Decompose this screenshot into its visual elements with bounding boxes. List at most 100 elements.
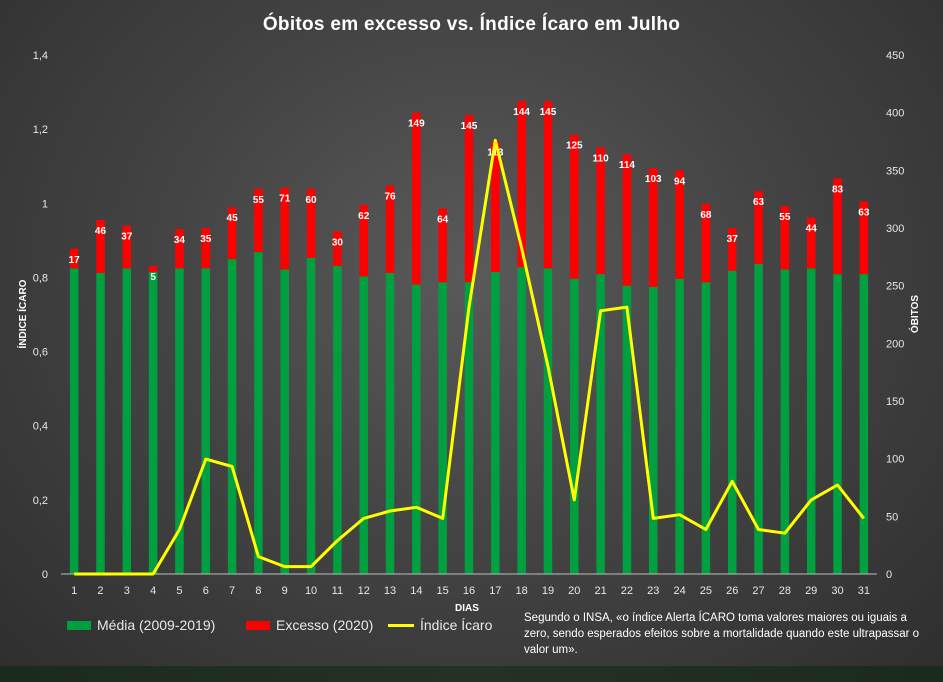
bar-excesso-day-11 xyxy=(333,231,342,267)
bar-excesso-day-3 xyxy=(122,225,132,269)
x-tick-label: 1 xyxy=(71,585,77,597)
x-tick-label: 9 xyxy=(282,585,288,597)
bar-excesso-day-26 xyxy=(727,228,737,271)
bar-media-day-12 xyxy=(359,276,368,574)
bar-media-day-18 xyxy=(517,267,526,574)
data-label-day-14: 149 xyxy=(408,119,425,130)
legend-label-media: Média (2009-2019) xyxy=(97,617,216,633)
legend-label-excesso: Excesso (2020) xyxy=(276,617,374,633)
data-label-day-20: 125 xyxy=(566,141,583,152)
x-tick-label: 24 xyxy=(673,585,685,597)
bar-media-day-25 xyxy=(701,282,711,574)
bar-media-day-26 xyxy=(727,270,737,574)
data-label-day-18: 144 xyxy=(513,107,530,118)
bar-media-day-10 xyxy=(306,257,316,574)
y2-tick-label: 150 xyxy=(886,396,904,408)
x-tick-label: 30 xyxy=(831,585,843,597)
legend-item-icaro: Índice Ícaro xyxy=(388,617,492,633)
legend-swatch-icaro xyxy=(388,623,414,627)
bar-excesso-day-23 xyxy=(649,168,658,287)
data-label-day-3: 37 xyxy=(121,232,133,243)
bar-media-day-2 xyxy=(96,272,105,574)
bar-excesso-day-31 xyxy=(859,201,869,275)
bar-media-day-22 xyxy=(622,285,632,574)
data-label-day-25: 68 xyxy=(700,210,712,221)
data-label-day-7: 45 xyxy=(227,213,239,224)
data-label-day-9: 71 xyxy=(279,194,291,205)
y2-tick-label: 250 xyxy=(886,281,904,293)
y-axis-label: ÍNDICE ÍCARO xyxy=(16,279,29,348)
bar-media-day-24 xyxy=(675,278,684,574)
y2-tick-label: 0 xyxy=(886,569,892,581)
bar-media-day-3 xyxy=(122,268,132,574)
y2-axis-label: ÓBITOS xyxy=(908,295,921,333)
data-label-day-31: 63 xyxy=(858,207,870,218)
bar-excesso-day-20 xyxy=(570,134,579,279)
bar-excesso-day-18 xyxy=(517,101,526,268)
data-label-day-24: 94 xyxy=(674,176,686,187)
bar-excesso-day-9 xyxy=(280,187,289,270)
x-tick-label: 18 xyxy=(516,585,528,597)
bar-media-day-11 xyxy=(333,266,342,574)
x-tick-label: 20 xyxy=(568,585,580,597)
bar-media-day-28 xyxy=(780,269,790,574)
data-label-day-27: 63 xyxy=(753,197,765,208)
data-label-day-6: 35 xyxy=(200,234,212,245)
x-tick-label: 7 xyxy=(229,585,235,597)
legend-swatch-media xyxy=(67,620,91,630)
x-tick-label: 11 xyxy=(332,585,343,597)
data-label-day-8: 55 xyxy=(253,195,265,206)
legend-item-excesso: Excesso (2020) xyxy=(246,617,373,633)
bar-excesso-day-1 xyxy=(69,248,79,269)
bar-media-day-4 xyxy=(148,271,158,574)
bar-media-day-30 xyxy=(833,274,842,574)
bar-excesso-day-5 xyxy=(175,229,184,269)
y-tick-label: 0,6 xyxy=(33,347,48,359)
x-tick-label: 31 xyxy=(858,585,870,597)
bar-media-day-8 xyxy=(254,252,263,574)
x-tick-label: 19 xyxy=(542,585,554,597)
bottom-strip xyxy=(0,666,943,682)
bar-excesso-day-27 xyxy=(754,191,763,264)
bar-media-day-1 xyxy=(69,268,79,574)
y2-tick-label: 50 xyxy=(886,511,898,523)
bar-excesso-day-13 xyxy=(385,185,395,273)
data-label-day-19: 145 xyxy=(540,107,557,118)
data-label-day-17: 113 xyxy=(487,148,504,159)
x-tick-label: 13 xyxy=(384,585,396,597)
x-tick-label: 17 xyxy=(489,585,501,597)
data-label-day-22: 114 xyxy=(619,160,636,171)
data-label-day-30: 83 xyxy=(832,184,844,195)
x-tick-label: 2 xyxy=(97,585,103,597)
bar-media-day-16 xyxy=(464,282,474,574)
x-tick-label: 3 xyxy=(124,585,130,597)
bar-media-day-17 xyxy=(491,271,500,574)
bar-excesso-day-17 xyxy=(491,141,500,272)
data-label-day-15: 64 xyxy=(437,214,449,225)
y2-tick-label: 200 xyxy=(886,338,904,350)
bar-excesso-day-16 xyxy=(464,114,474,283)
bar-excesso-day-7 xyxy=(227,207,237,260)
bar-excesso-day-19 xyxy=(543,101,553,269)
x-tick-label: 26 xyxy=(726,585,738,597)
bar-media-day-9 xyxy=(280,269,289,574)
bar-excesso-day-29 xyxy=(806,217,816,269)
y-tick-label: 0,8 xyxy=(33,272,48,284)
y-tick-label: 0,4 xyxy=(33,421,48,433)
x-tick-label: 12 xyxy=(358,585,370,597)
bar-excesso-day-24 xyxy=(675,170,684,279)
bar-excesso-day-21 xyxy=(596,147,605,275)
x-tick-label: 28 xyxy=(779,585,791,597)
bar-media-day-21 xyxy=(596,274,605,574)
bar-excesso-day-12 xyxy=(359,204,368,277)
x-tick-label: 23 xyxy=(647,585,659,597)
bar-excesso-day-4 xyxy=(148,266,158,272)
bar-excesso-day-15 xyxy=(438,208,447,283)
data-label-day-12: 62 xyxy=(358,211,370,222)
bar-media-day-6 xyxy=(201,268,211,574)
data-label-day-28: 55 xyxy=(779,212,791,223)
bar-media-day-13 xyxy=(385,272,395,574)
data-label-day-1: 17 xyxy=(69,255,81,266)
bar-excesso-day-6 xyxy=(201,228,211,269)
